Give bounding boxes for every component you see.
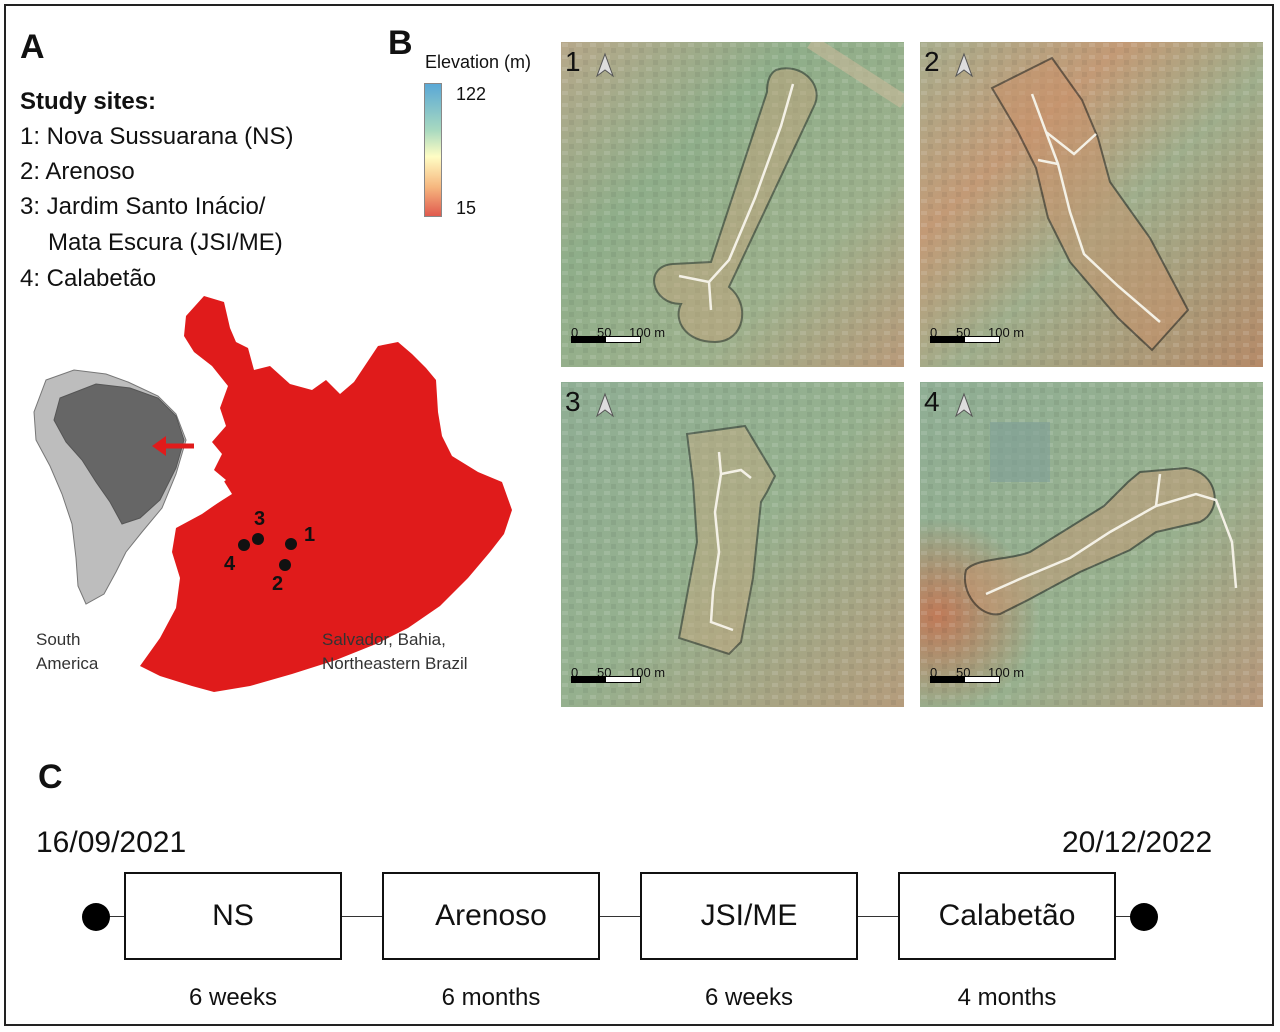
tile-2-imagery — [920, 42, 1263, 367]
site-3-label: 3: Jardim Santo Inácio/ — [20, 193, 266, 220]
elevation-max-label: 122 — [456, 84, 487, 104]
site-point-2 — [279, 559, 291, 571]
north-arrow-icon — [954, 52, 974, 78]
map-tile-4: 4 0 50 100 m — [920, 382, 1263, 707]
timeline-start-dot — [82, 903, 110, 931]
site-1-label: 1: Nova Sussuarana (NS) — [20, 123, 294, 150]
phase-duration-arenoso: 6 months — [441, 984, 541, 1011]
tile-3-boundary — [677, 424, 777, 656]
map-tile-2: 2 0 50 100 m — [920, 42, 1263, 367]
brazil-shape — [53, 383, 185, 525]
start-date: 16/09/2021 — [36, 826, 187, 859]
site-3-label-continued: Mata Escura (JSI/ME) — [48, 229, 283, 256]
end-date: 20/12/2022 — [1062, 826, 1213, 859]
site-point-3 — [252, 533, 264, 545]
phase-box-ns: NS — [124, 872, 342, 960]
tile-3-imagery — [561, 382, 904, 707]
timeline-end-dot — [1130, 903, 1158, 931]
tile-2-scale-bar — [930, 336, 1000, 343]
salvador-map — [140, 296, 512, 692]
point-label-4: 4 — [224, 553, 236, 575]
arrow-icon — [152, 436, 166, 456]
phase-duration-jsi-me: 6 weeks — [704, 984, 794, 1011]
tile-4-number: 4 — [924, 386, 940, 417]
tile-4-scale-bar — [930, 676, 1000, 683]
phase-box-jsi-me: JSI/ME — [640, 872, 858, 960]
tile-3-number: 3 — [565, 386, 581, 417]
elevation-legend-title: Elevation (m) — [425, 52, 532, 72]
inset-label-line1: South — [36, 630, 81, 649]
map-tile-3: 3 0 50 100 m — [561, 382, 904, 707]
tile-1-number: 1 — [565, 46, 581, 77]
site-4-label: 4: Calabetão — [20, 265, 157, 292]
panel-a-letter: A — [20, 28, 45, 66]
site-2-label: 2: Arenoso — [20, 158, 135, 185]
tile-4-stream — [985, 473, 1238, 596]
panel-b-letter: B — [388, 24, 413, 62]
tile-2-boundary — [990, 56, 1190, 352]
elevation-color-bar — [424, 83, 442, 217]
south-america-inset-map — [33, 369, 194, 605]
scale-label-0: 0 — [571, 665, 579, 680]
map-tile-1: 1 0 50 100 m — [561, 42, 904, 367]
scale-label-0: 0 — [930, 665, 938, 680]
phase-box-arenoso: Arenoso — [382, 872, 600, 960]
point-label-3: 3 — [254, 508, 266, 530]
tile-3-stream — [709, 451, 752, 632]
tile-1-stream — [678, 83, 795, 311]
tile-3-scale-bar — [571, 676, 641, 683]
site-point-4 — [238, 539, 250, 551]
tile-2-stream — [1030, 93, 1161, 323]
study-sites-title: Study sites: — [20, 88, 157, 115]
tile-1-imagery — [561, 42, 904, 367]
tile-2-number: 2 — [924, 46, 940, 77]
scale-label-0: 0 — [930, 325, 938, 340]
point-label-2: 2 — [272, 573, 284, 595]
city-label-line2: Northeastern Brazil — [322, 654, 468, 673]
inset-label-line2: America — [36, 654, 99, 673]
north-arrow-icon — [595, 52, 615, 78]
point-label-1: 1 — [304, 524, 316, 546]
elevation-min-label: 15 — [456, 198, 477, 218]
phase-box-calabetao: Calabetão — [898, 872, 1116, 960]
north-arrow-icon — [595, 392, 615, 418]
tile-4-boundary — [963, 466, 1216, 616]
tile-4-imagery — [920, 382, 1263, 707]
bay-cutout — [200, 478, 232, 508]
phase-duration-calabetao: 4 months — [957, 984, 1057, 1011]
timeline-line — [96, 916, 1146, 917]
city-label-line1: Salvador, Bahia, — [322, 630, 446, 649]
tile-1-scale-bar — [571, 336, 641, 343]
north-arrow-icon — [954, 392, 974, 418]
phase-duration-ns: 6 weeks — [188, 984, 278, 1011]
figure-frame — [4, 4, 1274, 1026]
salvador-shape — [140, 296, 512, 692]
panel-c-letter: C — [38, 758, 63, 796]
site-point-1 — [285, 538, 297, 550]
scale-label-0: 0 — [571, 325, 579, 340]
